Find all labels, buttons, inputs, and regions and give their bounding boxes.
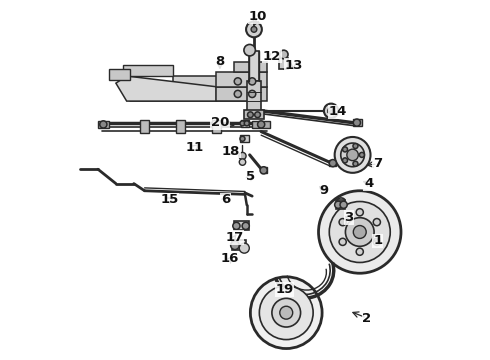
Circle shape (345, 218, 374, 246)
Polygon shape (353, 119, 362, 126)
Circle shape (328, 108, 334, 114)
Polygon shape (173, 76, 263, 90)
Circle shape (248, 78, 256, 85)
Text: 15: 15 (161, 193, 179, 206)
Circle shape (280, 306, 293, 319)
Circle shape (246, 22, 262, 37)
Circle shape (259, 286, 313, 339)
Circle shape (239, 159, 245, 165)
Circle shape (341, 143, 365, 167)
Text: 11: 11 (186, 141, 204, 154)
Text: 13: 13 (284, 59, 303, 72)
Circle shape (234, 90, 242, 98)
Polygon shape (109, 69, 130, 80)
Circle shape (240, 121, 245, 126)
Circle shape (343, 158, 347, 163)
Text: 6: 6 (220, 193, 230, 206)
Text: 7: 7 (373, 157, 382, 170)
Polygon shape (234, 221, 248, 230)
Polygon shape (247, 81, 261, 112)
Circle shape (353, 119, 361, 126)
Circle shape (239, 152, 246, 159)
Circle shape (250, 277, 322, 348)
Circle shape (231, 241, 239, 249)
Text: 10: 10 (248, 10, 267, 23)
Polygon shape (98, 121, 109, 128)
Polygon shape (216, 87, 267, 101)
Circle shape (373, 238, 380, 246)
Circle shape (260, 167, 267, 174)
Polygon shape (176, 121, 185, 133)
Circle shape (233, 222, 240, 229)
Circle shape (356, 248, 364, 255)
Text: 17: 17 (225, 231, 244, 244)
Circle shape (353, 144, 358, 149)
Polygon shape (123, 65, 173, 76)
Circle shape (244, 44, 255, 56)
Text: 1: 1 (373, 234, 382, 247)
Text: 3: 3 (344, 211, 354, 224)
Polygon shape (248, 51, 259, 81)
Circle shape (279, 50, 288, 59)
Polygon shape (329, 160, 337, 166)
Circle shape (373, 219, 380, 226)
Circle shape (353, 161, 358, 166)
Circle shape (343, 147, 347, 152)
Text: 9: 9 (319, 184, 328, 197)
Polygon shape (116, 76, 216, 101)
Circle shape (272, 298, 300, 327)
Circle shape (318, 191, 401, 273)
Circle shape (340, 201, 347, 208)
Circle shape (347, 149, 358, 161)
Circle shape (335, 137, 370, 173)
Circle shape (251, 27, 257, 32)
Circle shape (339, 219, 346, 226)
Polygon shape (252, 121, 270, 128)
Text: 2: 2 (363, 311, 371, 325)
Polygon shape (245, 110, 264, 119)
Polygon shape (337, 200, 345, 210)
Polygon shape (232, 240, 245, 250)
Text: 16: 16 (221, 252, 239, 265)
Circle shape (339, 238, 346, 246)
Circle shape (353, 226, 366, 238)
Text: 4: 4 (364, 177, 373, 190)
Polygon shape (279, 58, 288, 69)
Text: 5: 5 (246, 170, 255, 183)
Circle shape (100, 121, 107, 128)
Circle shape (329, 159, 337, 167)
Circle shape (245, 121, 249, 126)
Circle shape (242, 222, 249, 229)
Circle shape (359, 152, 365, 157)
Circle shape (329, 202, 390, 262)
Text: 14: 14 (329, 105, 347, 118)
Circle shape (258, 121, 265, 128)
Circle shape (234, 78, 242, 85)
Text: 8: 8 (215, 55, 224, 68)
Polygon shape (140, 121, 149, 133)
Polygon shape (212, 121, 220, 133)
Circle shape (324, 104, 338, 118)
Polygon shape (216, 72, 267, 87)
Text: 12: 12 (263, 50, 281, 63)
Polygon shape (234, 62, 267, 72)
Text: 20: 20 (211, 116, 229, 129)
Circle shape (240, 136, 245, 141)
Circle shape (255, 112, 260, 118)
Circle shape (335, 201, 342, 208)
Circle shape (248, 90, 256, 98)
Circle shape (239, 243, 249, 253)
Polygon shape (240, 135, 248, 142)
Polygon shape (126, 87, 263, 101)
Polygon shape (241, 120, 248, 127)
Circle shape (247, 112, 253, 118)
Text: 18: 18 (221, 145, 240, 158)
Circle shape (356, 209, 364, 216)
Text: 19: 19 (275, 283, 294, 296)
Polygon shape (261, 167, 267, 173)
